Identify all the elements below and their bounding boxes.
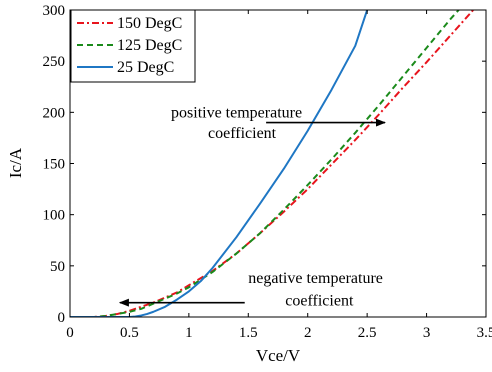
legend-label-3: 25 DegC [117,59,174,76]
series-line-1 [70,10,475,317]
y-tick-label: 300 [43,3,66,19]
x-tick-label: 1.5 [239,325,258,341]
y-tick-label: 200 [43,105,66,121]
annotation-negative-line-2: coefficient [285,293,354,310]
y-tick-label: 50 [50,259,65,275]
x-tick-label: 2.5 [358,325,377,341]
legend: 150 DegC 125 DegC 25 DegC [70,9,196,83]
annotation-positive-line-1: positive temperature [171,104,302,121]
y-tick-label: 100 [43,208,66,224]
x-tick-label: 3 [423,325,431,341]
annotation-positive-line-2: coefficient [208,125,277,142]
annotation-negative-line-1: negative temperature [248,270,383,287]
x-tick-label: 1 [185,325,193,341]
legend-label-1: 150 DegC [117,15,182,32]
x-axis-title: Vce/V [256,346,301,365]
y-axis-title: Ic/A [6,147,25,178]
x-axis-ticks: 0 0.5 1 1.5 2 2.5 3 3.5 [66,10,492,341]
x-tick-label: 3.5 [477,325,492,341]
x-tick-label: 0 [66,325,74,341]
annotations: positive temperature coefficient negative … [118,104,386,310]
series-curves [70,10,475,317]
x-tick-label: 2 [304,325,312,341]
x-tick-label: 0.5 [120,325,139,341]
y-tick-label: 0 [58,310,66,326]
y-tick-label: 150 [43,157,66,173]
y-tick-label: 250 [43,54,66,70]
series-line-2 [70,10,460,317]
legend-label-2: 125 DegC [117,37,182,54]
y-axis-ticks: 0 50 100 150 200 250 300 [43,3,486,326]
series-line-3 [70,10,369,317]
